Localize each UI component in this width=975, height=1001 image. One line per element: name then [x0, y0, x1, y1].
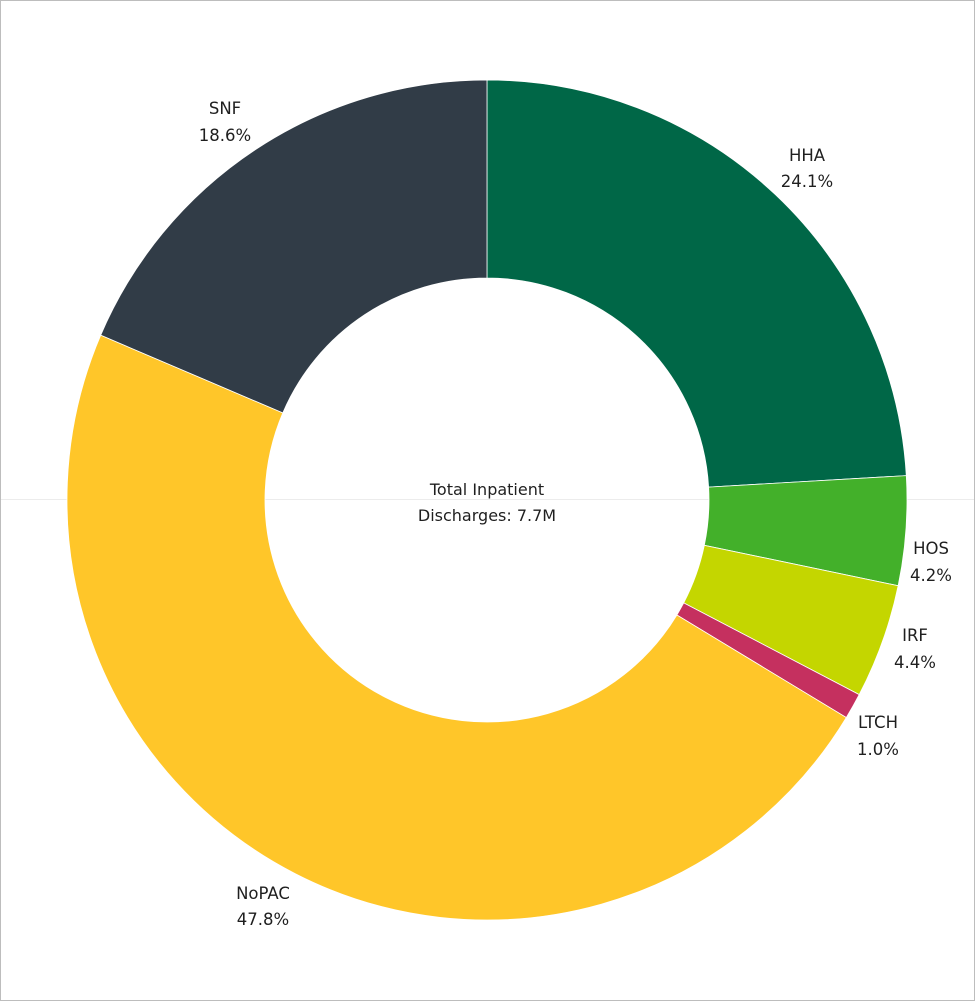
- slice-label-pct-irf: 4.4%: [894, 653, 936, 672]
- slice-label-pct-hha: 24.1%: [781, 172, 833, 191]
- slice-label-name-hos: HOS: [913, 539, 949, 558]
- donut-slices: [66, 79, 908, 921]
- slice-label-pct-nopac: 47.8%: [237, 910, 289, 929]
- slice-label-name-nopac: NoPAC: [236, 884, 290, 903]
- divider-line: [1, 499, 974, 500]
- donut-slice-snf: [100, 79, 488, 414]
- center-label-line-1: Total Inpatient: [429, 480, 544, 499]
- slice-label-pct-hos: 4.2%: [910, 566, 952, 585]
- donut-slice-nopac: [66, 334, 847, 921]
- slice-label-name-irf: IRF: [902, 626, 928, 645]
- center-label-line-2: Discharges: 7.7M: [418, 506, 556, 525]
- slice-label-name-hha: HHA: [789, 146, 826, 165]
- slice-label-name-snf: SNF: [209, 99, 241, 118]
- donut-slice-hha: [486, 79, 907, 488]
- slice-label-pct-snf: 18.6%: [199, 126, 251, 145]
- slice-label-name-ltch: LTCH: [858, 713, 898, 732]
- slice-label-pct-ltch: 1.0%: [857, 740, 899, 759]
